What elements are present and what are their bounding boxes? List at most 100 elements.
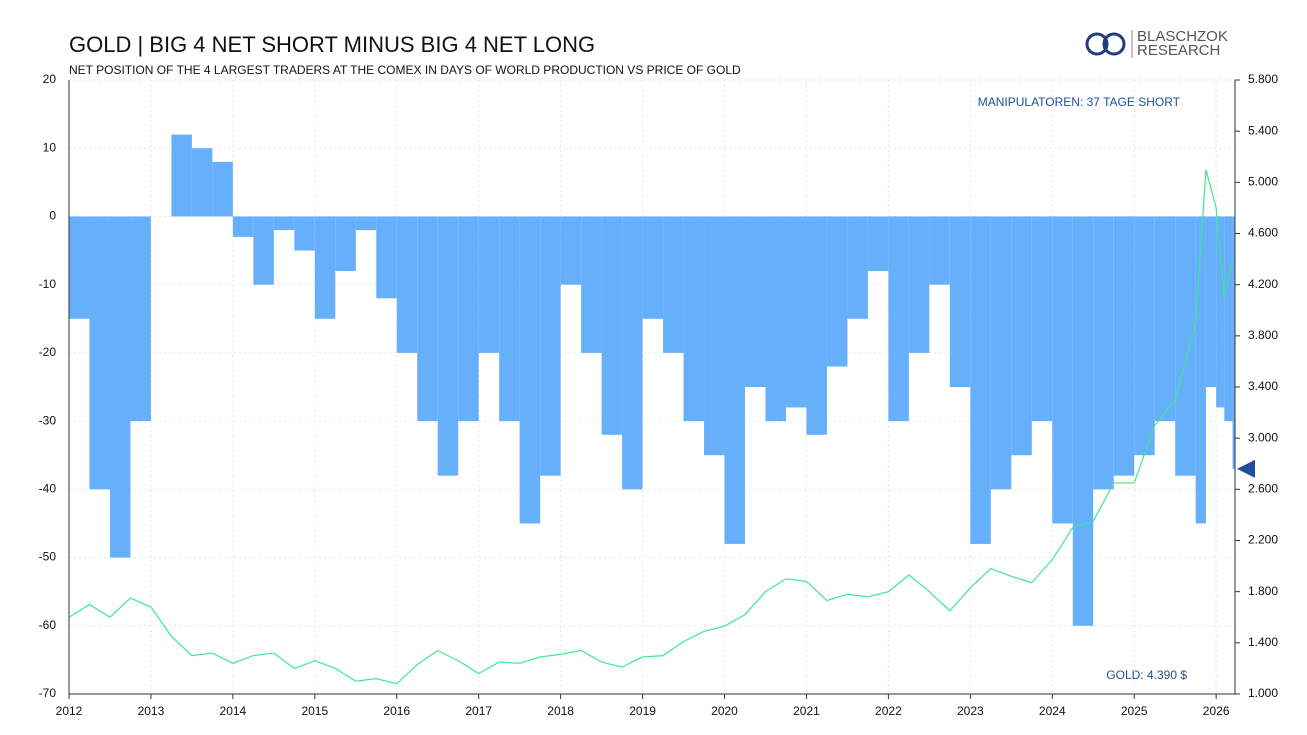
bar: [1093, 216, 1114, 490]
bar: [1113, 216, 1135, 476]
bar: [929, 216, 950, 285]
bar: [683, 216, 705, 422]
y2-tick-label: 5.400: [1248, 123, 1278, 137]
logo: BLASCHZOK RESEARCH: [1085, 28, 1228, 59]
y2-tick-label: 4.600: [1248, 226, 1278, 240]
y2-tick-label: 2.200: [1248, 533, 1278, 547]
bar: [540, 216, 561, 476]
y2-tick-label: 4.200: [1248, 277, 1278, 291]
bar: [499, 216, 520, 422]
y-tick-label: -20: [39, 345, 57, 359]
x-tick-label: 2020: [711, 704, 738, 718]
x-tick-label: 2026: [1203, 704, 1230, 718]
bar: [970, 216, 991, 544]
y2-tick-label: 3.000: [1248, 430, 1278, 444]
logo-text: BLASCHZOK: [1137, 28, 1228, 45]
bar: [519, 216, 541, 524]
bar: [990, 216, 1012, 490]
y2-tick-label: 3.400: [1248, 379, 1278, 393]
bar: [376, 216, 397, 299]
y2-tick-label: 3.800: [1248, 328, 1278, 342]
bar: [745, 216, 766, 387]
bar: [437, 216, 459, 476]
bar: [1216, 216, 1225, 408]
bar: [273, 216, 295, 231]
bar: [806, 216, 827, 435]
bar: [1175, 216, 1196, 476]
x-tick-label: 2022: [875, 704, 902, 718]
bar: [1205, 216, 1217, 387]
x-tick-label: 2012: [56, 704, 83, 718]
y2-tick-label: 5.000: [1248, 175, 1278, 189]
bar: [212, 161, 233, 217]
bar: [130, 216, 151, 422]
bar: [949, 216, 971, 387]
bar: [663, 216, 684, 353]
x-tick-label: 2024: [1039, 704, 1066, 718]
x-tick-label: 2013: [138, 704, 165, 718]
y-tick-label: -30: [39, 413, 57, 427]
bar: [601, 216, 623, 435]
bar: [1154, 216, 1176, 422]
bar: [1052, 216, 1073, 524]
x-tick-label: 2021: [793, 704, 820, 718]
bar: [396, 216, 418, 353]
bar: [1031, 216, 1053, 422]
bar: [191, 148, 213, 217]
bar: [89, 216, 110, 490]
logo-text: RESEARCH: [1137, 42, 1220, 59]
bar: [826, 216, 848, 367]
y-tick-label: -60: [39, 618, 57, 632]
bar: [335, 216, 356, 272]
chart-title: GOLD | BIG 4 NET SHORT MINUS BIG 4 NET L…: [69, 32, 595, 57]
annotation: GOLD: 4.390 $: [1106, 668, 1187, 682]
bar: [253, 216, 274, 285]
bar: [581, 216, 602, 353]
chart-subtitle: NET POSITION OF THE 4 LARGEST TRADERS AT…: [69, 63, 741, 77]
x-tick-label: 2019: [629, 704, 656, 718]
y2-tick-label: 1.400: [1248, 635, 1278, 649]
bar: [458, 216, 479, 422]
y2-tick-label: 5.800: [1248, 72, 1278, 86]
x-tick-label: 2023: [957, 704, 984, 718]
last-value-marker: [1237, 459, 1255, 478]
y2-tick-label: 1.800: [1248, 584, 1278, 598]
y-tick-label: -10: [39, 277, 57, 291]
x-tick-label: 2018: [547, 704, 574, 718]
bar: [109, 216, 131, 558]
x-tick-label: 2015: [301, 704, 328, 718]
y2-tick-label: 2.600: [1248, 482, 1278, 496]
y-tick-label: 0: [49, 209, 56, 223]
bar: [294, 216, 315, 251]
bar: [478, 216, 500, 353]
bar: [355, 216, 377, 231]
bar: [560, 216, 582, 285]
bar: [1232, 216, 1235, 469]
bar: [765, 216, 786, 422]
bar: [69, 216, 90, 319]
y-tick-label: -40: [39, 482, 57, 496]
bar: [232, 216, 254, 237]
bar: [724, 216, 746, 544]
x-tick-label: 2017: [465, 704, 492, 718]
logo-icon: [1085, 32, 1109, 56]
x-tick-label: 2014: [220, 704, 247, 718]
y2-tick-label: 1.000: [1248, 686, 1278, 700]
bar: [171, 134, 192, 217]
bar: [704, 216, 725, 456]
y-tick-label: -70: [39, 686, 57, 700]
bar: [847, 216, 868, 319]
bar: [622, 216, 643, 490]
bar: [417, 216, 438, 422]
bar: [1134, 216, 1155, 456]
x-tick-label: 2025: [1121, 704, 1148, 718]
y-tick-label: 10: [43, 140, 57, 154]
bar: [1224, 216, 1233, 422]
bar: [314, 216, 336, 319]
bar: [642, 216, 664, 319]
bar: [1195, 216, 1206, 524]
bar: [1072, 216, 1094, 626]
y-tick-label: -50: [39, 550, 57, 564]
logo-icon: [1102, 32, 1126, 56]
